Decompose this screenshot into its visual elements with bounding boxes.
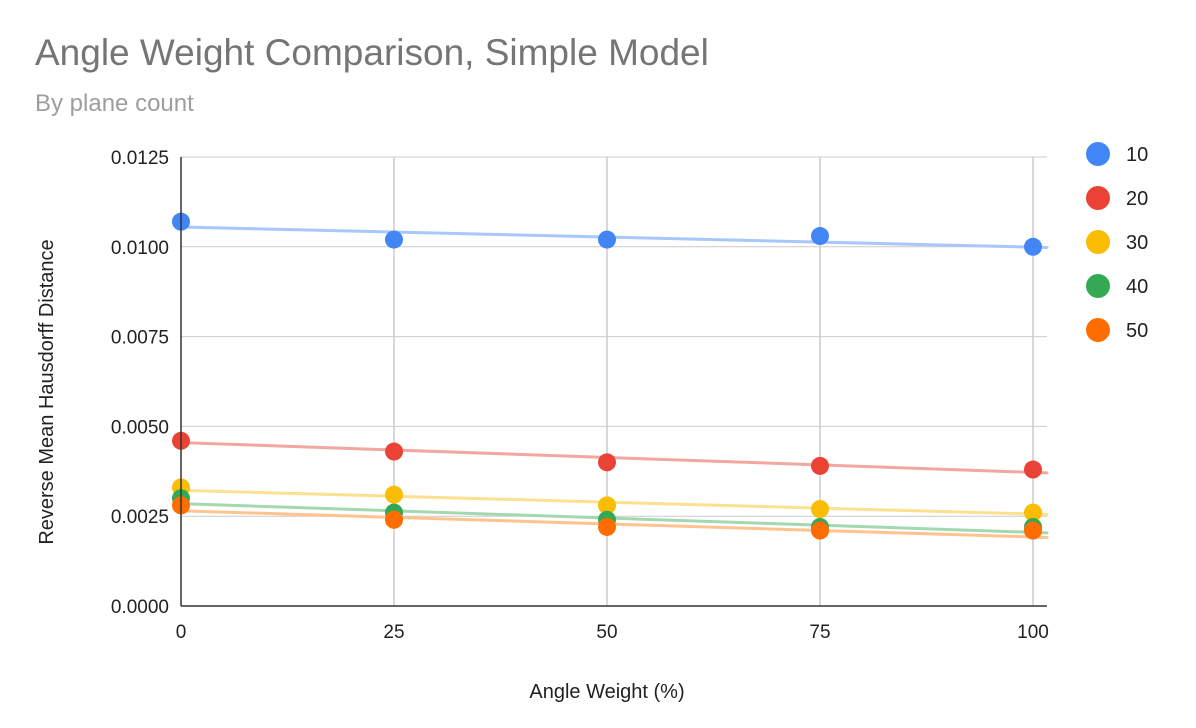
- legend-label-40: 40: [1126, 276, 1148, 298]
- legend-label-50: 50: [1126, 320, 1148, 342]
- x-axis-ticks: 0 25 50 75 100: [176, 622, 1049, 643]
- legend-marker-20: [1086, 186, 1110, 210]
- data-point-50: [598, 517, 616, 536]
- chart-title: Angle Weight Comparison, Simple Model: [35, 32, 709, 73]
- trendlines: [179, 225, 1049, 539]
- y-axis-label: Reverse Mean Hausdorff Distance: [36, 239, 58, 544]
- data-point-20: [1024, 460, 1042, 479]
- data-point-10: [1024, 237, 1042, 256]
- y-tick-label: 0.0050: [111, 417, 169, 438]
- data-point-20: [385, 442, 403, 461]
- x-tick-label: 75: [809, 622, 830, 643]
- data-point-30: [811, 500, 829, 519]
- x-tick-label: 25: [383, 622, 404, 643]
- y-tick-label: 0.0100: [111, 238, 169, 259]
- y-tick-label: 0.0000: [111, 597, 169, 618]
- legend-label-20: 20: [1126, 188, 1148, 210]
- data-point-20: [811, 456, 829, 475]
- data-point-30: [598, 496, 616, 515]
- data-point-20: [598, 453, 616, 472]
- legend: 10 20 30 40 50: [1086, 142, 1148, 342]
- legend-marker-30: [1086, 230, 1110, 254]
- y-tick-label: 0.0075: [111, 328, 169, 349]
- y-tick-label: 0.0025: [111, 507, 169, 528]
- data-point-50: [1024, 521, 1042, 540]
- legend-label-10: 10: [1126, 144, 1148, 166]
- legend-marker-10: [1086, 142, 1110, 166]
- data-point-30: [385, 485, 403, 504]
- x-tick-label: 0: [176, 622, 187, 643]
- data-point-10: [811, 227, 829, 246]
- axes: [180, 157, 1047, 607]
- legend-marker-50: [1086, 318, 1110, 342]
- data-points: [172, 212, 1042, 540]
- data-point-10: [385, 230, 403, 249]
- legend-label-30: 30: [1126, 232, 1148, 254]
- y-axis-ticks: 0.0000 0.0025 0.0050 0.0075 0.0100 0.0125: [111, 148, 169, 618]
- x-axis-label: Angle Weight (%): [529, 681, 684, 703]
- data-point-10: [598, 230, 616, 249]
- x-tick-label: 50: [596, 622, 617, 643]
- y-tick-label: 0.0125: [111, 148, 169, 169]
- x-tick-label: 100: [1017, 622, 1049, 643]
- data-point-50: [811, 521, 829, 540]
- legend-marker-40: [1086, 274, 1110, 298]
- chart-subtitle: By plane count: [35, 90, 194, 117]
- data-point-50: [385, 510, 403, 529]
- grid: [181, 156, 1047, 607]
- data-point-30: [1024, 503, 1042, 522]
